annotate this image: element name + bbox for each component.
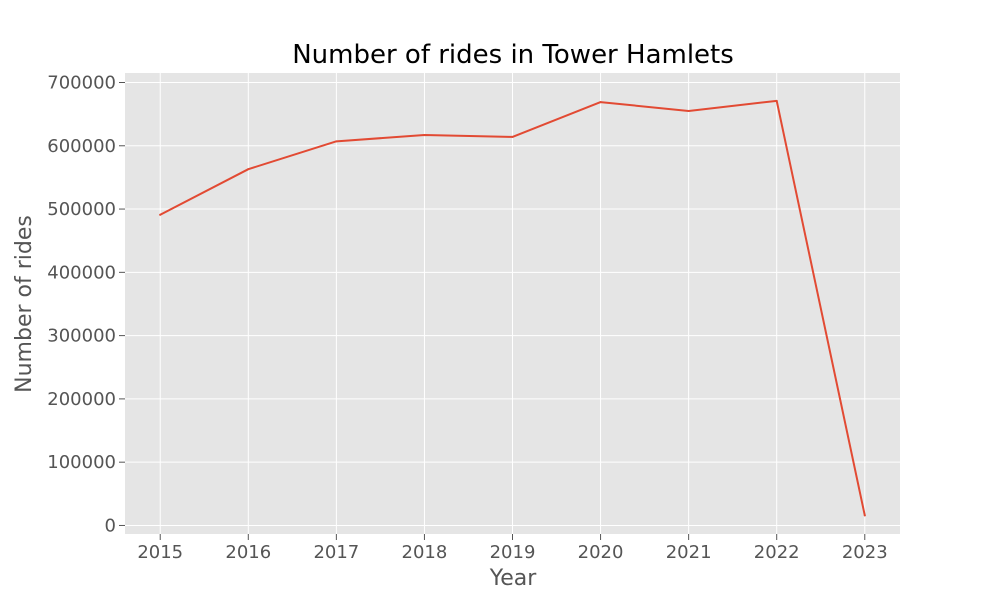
data-point (863, 514, 866, 517)
data-point (247, 168, 250, 171)
y-tick-label: 100000 (47, 452, 116, 473)
y-axis-label: Number of rides (12, 215, 37, 393)
x-tick-label: 2015 (137, 542, 183, 563)
x-tick-label: 2023 (842, 542, 888, 563)
y-tick-label: 400000 (47, 262, 116, 283)
grid-lines (125, 73, 900, 534)
data-point (599, 101, 602, 104)
y-tick-label: 700000 (47, 72, 116, 93)
x-tick-label: 2019 (490, 542, 536, 563)
data-point (423, 134, 426, 137)
x-tick-label: 2021 (666, 542, 712, 563)
x-tick-label: 2016 (225, 542, 271, 563)
x-tick-label: 2017 (313, 542, 359, 563)
y-tick-label: 600000 (47, 136, 116, 157)
chart-title: Number of rides in Tower Hamlets (292, 40, 734, 70)
y-tick-label: 0 (105, 515, 116, 536)
x-axis-label: Year (489, 566, 538, 591)
y-tick-label: 300000 (47, 326, 116, 347)
y-tick-label: 500000 (47, 199, 116, 220)
data-point (687, 109, 690, 112)
data-point (511, 135, 514, 138)
data-point (159, 213, 162, 216)
y-tick-label: 200000 (47, 389, 116, 410)
x-tick-label: 2018 (402, 542, 448, 563)
x-tick-label: 2022 (754, 542, 800, 563)
series-layer (159, 99, 866, 517)
data-point (775, 99, 778, 102)
data-point (335, 140, 338, 143)
axis-ticks: 2015 2016 2017 2018 2019 2020 2021 2022 2023 0 100… (47, 72, 887, 563)
x-tick-label: 2020 (578, 542, 624, 563)
